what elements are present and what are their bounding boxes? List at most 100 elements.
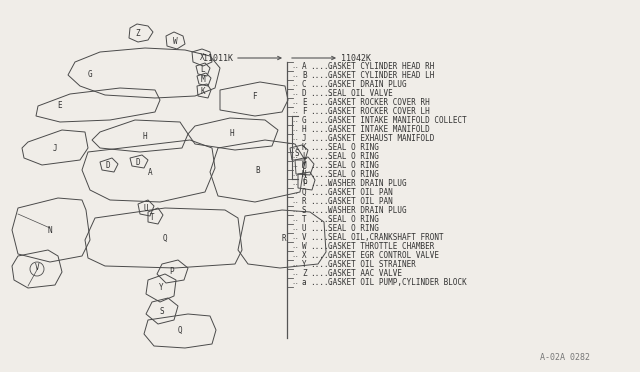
Text: SEAL O RING: SEAL O RING bbox=[328, 224, 379, 233]
Text: .....: ..... bbox=[310, 62, 333, 71]
Text: GASKET INTAKE MANIFOLD COLLECT: GASKET INTAKE MANIFOLD COLLECT bbox=[328, 116, 467, 125]
Text: M: M bbox=[201, 74, 205, 83]
Text: V: V bbox=[35, 263, 39, 273]
Text: Z: Z bbox=[302, 269, 307, 278]
Text: .....: ..... bbox=[310, 80, 333, 89]
Text: M: M bbox=[302, 161, 307, 170]
Text: X: X bbox=[200, 52, 204, 61]
Text: G: G bbox=[302, 116, 307, 125]
Text: .....: ..... bbox=[310, 251, 333, 260]
Text: .....: ..... bbox=[310, 152, 333, 161]
Text: .....: ..... bbox=[310, 161, 333, 170]
Text: D: D bbox=[106, 160, 110, 170]
Text: P: P bbox=[170, 266, 174, 276]
Text: F: F bbox=[302, 107, 307, 116]
Text: E: E bbox=[58, 100, 62, 109]
Text: E: E bbox=[302, 98, 307, 107]
Text: .....: ..... bbox=[310, 242, 333, 251]
Text: S: S bbox=[294, 148, 300, 157]
Text: GASKET ROCKER COVER LH: GASKET ROCKER COVER LH bbox=[328, 107, 429, 116]
Text: J: J bbox=[52, 144, 58, 153]
Text: GASKET DRAIN PLUG: GASKET DRAIN PLUG bbox=[328, 80, 406, 89]
Text: T: T bbox=[302, 215, 307, 224]
Text: 11042K: 11042K bbox=[341, 54, 371, 62]
Text: .....: ..... bbox=[310, 197, 333, 206]
Text: D: D bbox=[136, 157, 140, 167]
Text: GASKET THROTTLE CHAMBER: GASKET THROTTLE CHAMBER bbox=[328, 242, 435, 251]
Text: Q: Q bbox=[163, 234, 167, 243]
Text: A: A bbox=[148, 167, 152, 176]
Text: P: P bbox=[302, 179, 307, 188]
Text: G: G bbox=[88, 70, 92, 78]
Text: .....: ..... bbox=[310, 233, 333, 242]
Text: U: U bbox=[302, 224, 307, 233]
Text: F: F bbox=[252, 92, 256, 100]
Text: SEAL O RING: SEAL O RING bbox=[328, 143, 379, 152]
Text: W: W bbox=[173, 36, 177, 45]
Text: a: a bbox=[302, 278, 307, 287]
Text: C: C bbox=[303, 176, 307, 186]
Text: N: N bbox=[48, 225, 52, 234]
Text: GASKET ROCKER COVER RH: GASKET ROCKER COVER RH bbox=[328, 98, 429, 107]
Text: .....: ..... bbox=[310, 206, 333, 215]
Text: GASKET CYLINDER HEAD LH: GASKET CYLINDER HEAD LH bbox=[328, 71, 435, 80]
Text: GASKET OIL PUMP,CYLINDER BLOCK: GASKET OIL PUMP,CYLINDER BLOCK bbox=[328, 278, 467, 287]
Text: .....: ..... bbox=[310, 89, 333, 98]
Text: R: R bbox=[282, 234, 286, 243]
Text: Y: Y bbox=[302, 260, 307, 269]
Text: S: S bbox=[302, 206, 307, 215]
Text: J: J bbox=[302, 134, 307, 143]
Text: SEAL O RING: SEAL O RING bbox=[328, 170, 379, 179]
Text: W: W bbox=[302, 242, 307, 251]
Text: N: N bbox=[302, 170, 307, 179]
Text: .....: ..... bbox=[310, 278, 333, 287]
Text: 11011K: 11011K bbox=[203, 54, 233, 62]
Text: GASKET CYLINDER HEAD RH: GASKET CYLINDER HEAD RH bbox=[328, 62, 435, 71]
Text: K: K bbox=[201, 87, 205, 96]
Text: .....: ..... bbox=[310, 134, 333, 143]
Text: GASKET EGR CONTROL VALVE: GASKET EGR CONTROL VALVE bbox=[328, 251, 439, 260]
Text: H: H bbox=[302, 125, 307, 134]
Text: V: V bbox=[302, 233, 307, 242]
Text: SEAL OIL,CRANKSHAFT FRONT: SEAL OIL,CRANKSHAFT FRONT bbox=[328, 233, 444, 242]
Text: R: R bbox=[302, 197, 307, 206]
Text: A-02A 0282: A-02A 0282 bbox=[540, 353, 590, 362]
Text: GASKET EXHAUST MANIFOLD: GASKET EXHAUST MANIFOLD bbox=[328, 134, 435, 143]
Text: .....: ..... bbox=[310, 116, 333, 125]
Text: K: K bbox=[302, 143, 307, 152]
Text: WASHER DRAIN PLUG: WASHER DRAIN PLUG bbox=[328, 179, 406, 188]
Text: A: A bbox=[302, 62, 307, 71]
Text: H: H bbox=[230, 128, 234, 138]
Text: GASKET INTAKE MANIFOLD: GASKET INTAKE MANIFOLD bbox=[328, 125, 429, 134]
Text: .....: ..... bbox=[310, 125, 333, 134]
Text: .....: ..... bbox=[310, 188, 333, 197]
Text: GASKET OIL PAN: GASKET OIL PAN bbox=[328, 197, 393, 206]
Text: .....: ..... bbox=[310, 269, 333, 278]
Text: C: C bbox=[302, 80, 307, 89]
Text: SEAL OIL VALVE: SEAL OIL VALVE bbox=[328, 89, 393, 98]
Text: X: X bbox=[302, 251, 307, 260]
Text: U: U bbox=[144, 203, 148, 212]
Text: .....: ..... bbox=[310, 71, 333, 80]
Text: .....: ..... bbox=[310, 179, 333, 188]
Text: .....: ..... bbox=[310, 215, 333, 224]
Text: S: S bbox=[160, 307, 164, 315]
Text: .....: ..... bbox=[310, 98, 333, 107]
Text: GASKET AAC VALVE: GASKET AAC VALVE bbox=[328, 269, 402, 278]
Text: T: T bbox=[150, 212, 154, 221]
Text: B: B bbox=[256, 166, 260, 174]
Text: SEAL O RING: SEAL O RING bbox=[328, 161, 379, 170]
Text: L: L bbox=[201, 64, 205, 74]
Text: Y: Y bbox=[159, 283, 163, 292]
Text: SEAL O RING: SEAL O RING bbox=[328, 152, 379, 161]
Text: Q: Q bbox=[302, 188, 307, 197]
Text: L: L bbox=[302, 152, 307, 161]
Text: .....: ..... bbox=[310, 143, 333, 152]
Text: WASHER DRAIN PLUG: WASHER DRAIN PLUG bbox=[328, 206, 406, 215]
Text: Z: Z bbox=[136, 29, 140, 38]
Text: D: D bbox=[302, 89, 307, 98]
Text: GASKET OIL STRAINER: GASKET OIL STRAINER bbox=[328, 260, 416, 269]
Text: .....: ..... bbox=[310, 107, 333, 116]
Text: SEAL O RING: SEAL O RING bbox=[328, 215, 379, 224]
Text: H: H bbox=[143, 131, 147, 141]
